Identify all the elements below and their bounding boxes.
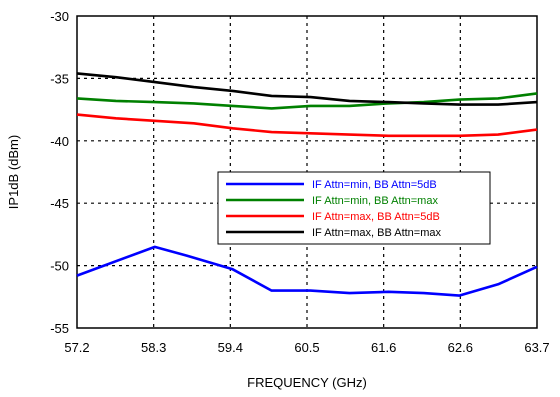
plot-frame — [76, 15, 538, 329]
x-tick-label: 58.3 — [141, 340, 166, 355]
series-line-1 — [76, 245, 538, 297]
legend-label-4: IF Attn=max, BB Attn=max — [312, 227, 442, 239]
series-line-4 — [76, 72, 538, 106]
y-tick-label: -50 — [50, 259, 69, 274]
legend-label-1: IF Attn=min, BB Attn=5dB — [312, 179, 437, 191]
y-tick-label: -45 — [50, 196, 69, 211]
axis-ticks: 57.2 58.3 59.4 60.5 61.6 62.6 63.7 -30 -35 -40 -45… — [50, 9, 549, 355]
y-tick-label: -40 — [50, 134, 69, 149]
legend-label-3: IF Attn=max, BB Attn=5dB — [312, 211, 440, 223]
y-axis-label: IP1dB (dBm) — [6, 135, 21, 209]
x-tick-label: 62.6 — [448, 340, 473, 355]
x-axis-label: FREQUENCY (GHz) — [247, 375, 367, 390]
series-line-2 — [76, 92, 538, 110]
x-tick-label: 63.7 — [524, 340, 549, 355]
y-tick-label: -30 — [50, 9, 69, 24]
y-tick-label: -35 — [50, 71, 69, 86]
x-tick-label: 61.6 — [371, 340, 396, 355]
series-line-3 — [76, 113, 538, 138]
legend-label-2: IF Attn=min, BB Attn=max — [312, 195, 438, 207]
x-tick-label: 59.4 — [218, 340, 243, 355]
x-tick-label: 57.2 — [64, 340, 89, 355]
x-tick-label: 60.5 — [294, 340, 319, 355]
legend: IF Attn=min, BB Attn=5dB IF Attn=min, BB … — [217, 171, 491, 245]
series-lines — [76, 72, 538, 297]
y-tick-label: -55 — [50, 321, 69, 336]
